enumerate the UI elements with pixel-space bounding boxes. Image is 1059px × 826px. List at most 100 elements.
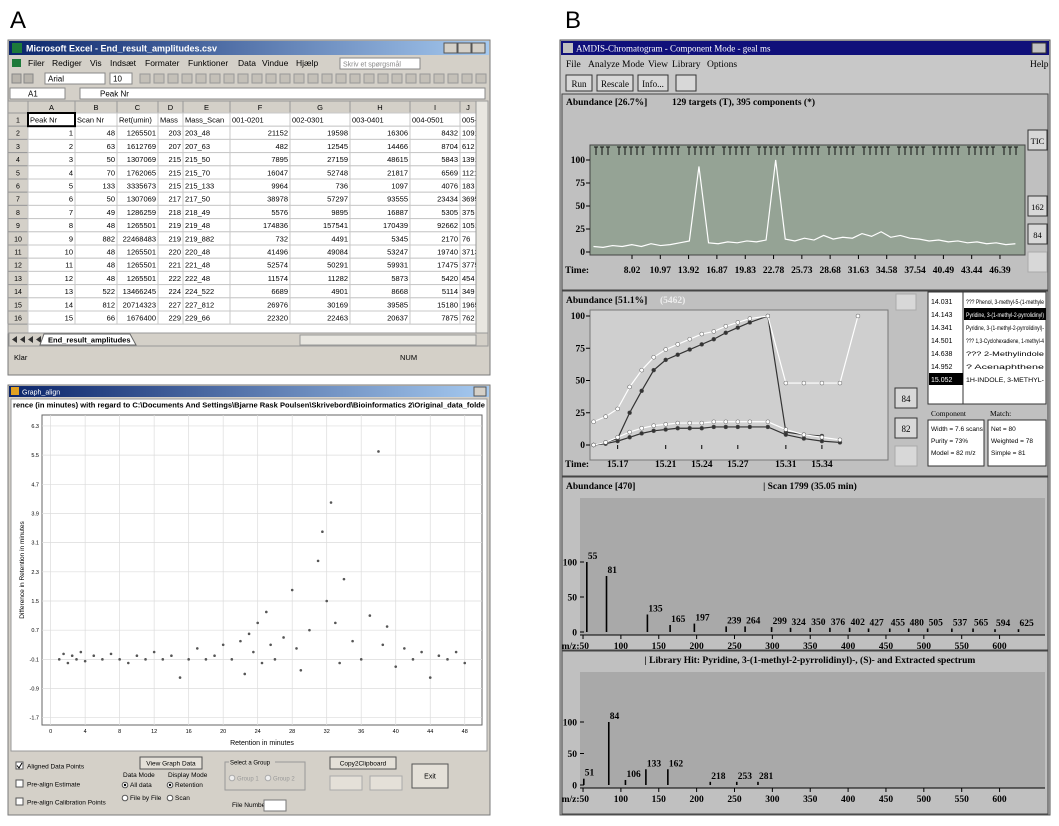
menu-item[interactable]: Vis <box>90 58 102 68</box>
text-field[interactable] <box>264 800 286 811</box>
toolbar-icon[interactable] <box>294 74 304 83</box>
menu-item[interactable]: Analyze <box>588 60 620 70</box>
toolbar-icon[interactable] <box>462 74 472 83</box>
cell-text: 221 <box>168 261 181 270</box>
toolbar-icon[interactable] <box>322 74 332 83</box>
window-button[interactable] <box>458 43 471 53</box>
spectrum-peak <box>645 769 647 785</box>
menu-item[interactable]: Vindue <box>262 58 289 68</box>
window-button[interactable] <box>444 43 457 53</box>
toolbar-icon[interactable] <box>420 74 430 83</box>
menu-item[interactable]: Funktioner <box>188 58 228 68</box>
toolbar-icon[interactable] <box>378 74 388 83</box>
data-point <box>291 589 294 592</box>
window-button[interactable] <box>1032 43 1046 53</box>
toolbar-icon[interactable] <box>280 74 290 83</box>
side-button[interactable] <box>1028 252 1047 272</box>
menu-item[interactable]: Filer <box>28 58 45 68</box>
window-button[interactable] <box>472 43 485 53</box>
formula-box[interactable] <box>80 88 485 99</box>
menu-item[interactable]: Indsæt <box>110 58 137 68</box>
component-point <box>592 420 596 424</box>
vertical-scrollbar[interactable] <box>476 101 488 333</box>
checkbox[interactable] <box>16 780 23 787</box>
toolbar-icon[interactable] <box>364 74 374 83</box>
cell-text: 482 <box>275 142 288 151</box>
toolbar-icon[interactable] <box>154 74 164 83</box>
toolbar-icon[interactable] <box>252 74 262 83</box>
cell-text: 63 <box>107 142 115 151</box>
toolbar-icon[interactable] <box>266 74 276 83</box>
toolbar-icon[interactable] <box>434 74 444 83</box>
radio-button[interactable] <box>122 795 128 801</box>
toolbar-icon[interactable] <box>196 74 206 83</box>
toolbar-icon[interactable] <box>24 74 33 83</box>
toolbar-icon[interactable] <box>448 74 458 83</box>
toolbar-icon[interactable] <box>406 74 416 83</box>
cell-text: 1612769 <box>127 142 156 151</box>
toolbar-icon[interactable] <box>308 74 318 83</box>
toolbar-icon[interactable] <box>12 74 21 83</box>
menu-item[interactable]: Hjælp <box>296 58 318 68</box>
menu-item[interactable]: Options <box>707 60 737 70</box>
side-button[interactable] <box>896 294 916 310</box>
cell-text: 22463 <box>327 314 348 323</box>
component-point <box>652 368 656 372</box>
menu-item[interactable]: Data <box>238 58 256 68</box>
radio-button[interactable] <box>167 795 173 801</box>
toolbar-icon[interactable] <box>210 74 220 83</box>
spectrum-peak <box>771 627 773 632</box>
checkbox[interactable] <box>16 798 23 805</box>
menu-item[interactable]: Library <box>672 60 701 70</box>
toolbar-icon[interactable] <box>182 74 192 83</box>
component-point <box>802 433 806 437</box>
y-tick-label: 50 <box>568 594 578 604</box>
toolbar-icon[interactable] <box>238 74 248 83</box>
toolbar-icon[interactable] <box>336 74 346 83</box>
peak-label: 106 <box>626 770 641 780</box>
component-point <box>676 426 680 430</box>
component-point <box>700 421 704 425</box>
cell-text: 227_812 <box>185 300 214 309</box>
button[interactable] <box>370 776 402 790</box>
radio-button[interactable] <box>265 775 271 781</box>
cell-text: 215_50 <box>185 155 210 164</box>
toolbar-icon[interactable] <box>476 74 486 83</box>
menu-item[interactable]: Formater <box>145 58 180 68</box>
menu-item[interactable]: View <box>648 60 668 70</box>
cell-text: 222_48 <box>185 274 210 283</box>
peak-label: 480 <box>910 619 925 629</box>
toolbar-icon[interactable] <box>168 74 178 83</box>
library-hit-title: | Library Hit: Pyridine, 3-(1-methyl-2-p… <box>645 655 976 666</box>
side-button[interactable] <box>895 446 917 466</box>
horizontal-scrollbar[interactable] <box>300 335 476 345</box>
component-point <box>700 342 704 346</box>
toolbar-icon[interactable] <box>224 74 234 83</box>
toolbar-icon[interactable] <box>392 74 402 83</box>
peak-label: 81 <box>608 566 618 576</box>
menu-item[interactable]: Rediger <box>52 58 82 68</box>
close-button[interactable] <box>474 387 486 396</box>
scan-label: (5462) <box>660 295 685 306</box>
x-tick-label: m/z:50 <box>562 795 590 805</box>
toolbar-icon[interactable] <box>140 74 150 83</box>
cell-text: 5305 <box>441 208 458 217</box>
spectrum-peak <box>647 615 649 633</box>
menu-item[interactable]: Mode <box>622 60 644 70</box>
menu-item[interactable]: Help <box>1030 60 1049 70</box>
radio-button[interactable] <box>229 775 235 781</box>
button[interactable] <box>330 776 362 790</box>
cell-text: 454 <box>462 274 475 283</box>
toolbar-icon[interactable] <box>676 75 696 91</box>
radio-label: Scan <box>175 795 190 802</box>
x-tick-label: 12 <box>151 729 157 735</box>
cell-text: 219_882 <box>185 234 214 243</box>
toolbar-icon[interactable] <box>350 74 360 83</box>
cell-text: 4076 <box>441 182 458 191</box>
cell-text: 9964 <box>271 182 288 191</box>
data-point <box>231 658 234 661</box>
peak-label: 299 <box>773 617 788 627</box>
menu-item[interactable]: File <box>566 60 581 70</box>
component-point <box>838 438 842 442</box>
cell-text: 41496 <box>267 248 288 257</box>
